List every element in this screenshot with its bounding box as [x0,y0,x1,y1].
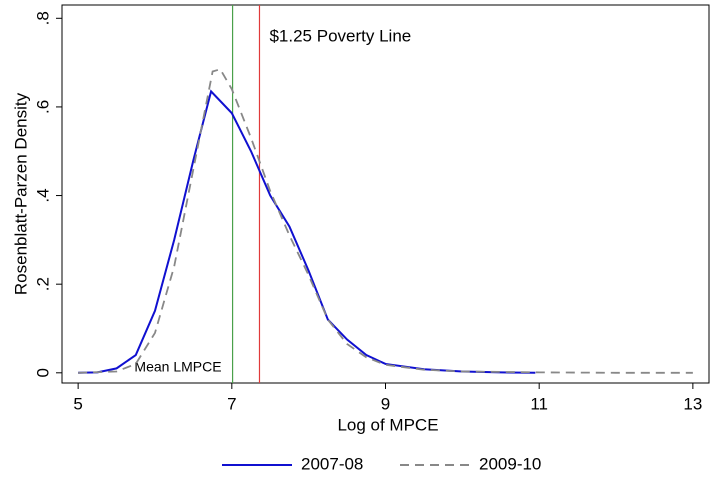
y-tick-label: .4 [33,188,52,202]
x-tick-label: 5 [73,394,82,413]
x-tick-label: 11 [530,394,548,413]
annotation: $1.25 Poverty Line [269,26,411,45]
x-tick-label: 13 [683,394,702,413]
y-tick-label: .8 [33,11,52,25]
x-tick-label: 9 [381,394,390,413]
y-tick-label: .6 [33,100,52,114]
x-axis-title: Log of MPCE [337,415,438,434]
y-tick-label: 0 [33,368,52,377]
legend-label: 2009-10 [479,454,541,473]
legend-label: 2007-08 [301,454,363,473]
x-tick-label: 7 [227,394,236,413]
y-axis-title: Rosenblatt-Parzen Density [11,92,30,295]
data-line [78,68,693,374]
y-tick-label: .2 [33,277,52,291]
data-line [78,89,536,374]
annotation: Mean LMPCE [134,359,221,375]
plot-frame [61,4,710,384]
